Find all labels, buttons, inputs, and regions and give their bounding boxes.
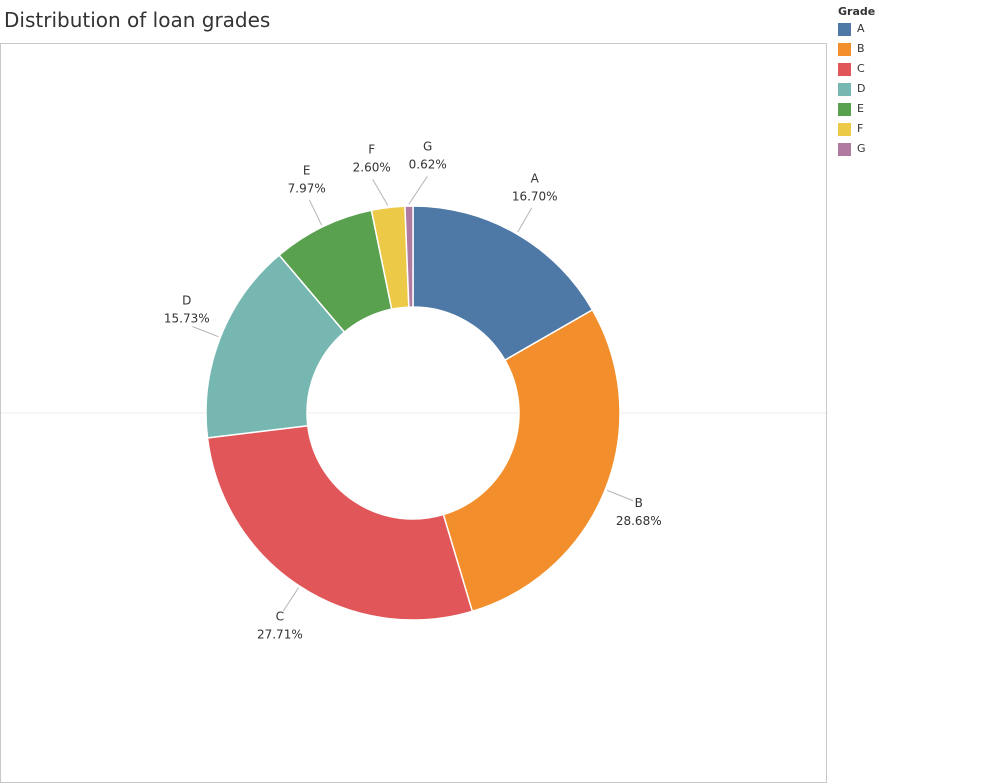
leader-line-g (408, 176, 428, 205)
slice-value-c: 27.71% (257, 627, 303, 641)
leader-line-c (282, 587, 299, 612)
slice-label-b: B (635, 496, 643, 510)
legend-swatch (838, 102, 851, 116)
leader-line-e (308, 199, 323, 226)
slice-value-g: 0.62% (409, 157, 447, 171)
legend-item-d[interactable]: D (838, 79, 978, 99)
legend-title: Grade (838, 5, 876, 18)
legend-label: C (857, 62, 865, 75)
legend-item-c[interactable]: C (838, 59, 978, 79)
legend-label: F (857, 122, 864, 135)
slice-b[interactable] (442, 308, 621, 613)
legend-label: A (857, 22, 865, 35)
leader-lines-group (192, 176, 634, 612)
slice-label-a: A (531, 172, 540, 186)
slice-c[interactable] (206, 424, 474, 621)
donut-chart: A 16.70% B 28.68% C 27.71% D 15.73% E 7.97% F 2.60%… (1, 139, 826, 641)
leader-line-f (372, 179, 389, 206)
slice-label-e: E (303, 163, 311, 177)
slice-labels-group: A 16.70% B 28.68% C 27.71% D 15.73% E 7.97% F 2.60%… (164, 139, 662, 641)
legend-swatch (838, 122, 851, 136)
legend-label: G (857, 142, 866, 155)
legend-item-f[interactable]: F (838, 119, 978, 139)
leader-line-a (517, 207, 533, 233)
legend-label: D (857, 82, 866, 95)
slice-label-d: D (182, 293, 191, 307)
slices-group (205, 205, 621, 621)
legend-swatch (838, 142, 851, 156)
slice-g[interactable] (404, 205, 414, 308)
leader-line-b (606, 489, 634, 502)
slice-value-a: 16.70% (512, 190, 558, 204)
slice-value-d: 15.73% (164, 311, 210, 325)
legend-swatch (838, 82, 851, 96)
leader-line-d (192, 326, 219, 338)
slice-label-g: G (423, 139, 432, 153)
legend-item-a[interactable]: A (838, 19, 978, 39)
slice-value-e: 7.97% (288, 181, 326, 195)
legend-item-g[interactable]: G (838, 139, 978, 159)
legend-label: B (857, 42, 865, 55)
chart-title: Distribution of loan grades (4, 8, 271, 32)
legend-item-e[interactable]: E (838, 99, 978, 119)
slice-a[interactable] (412, 205, 594, 362)
legend-swatch (838, 42, 851, 56)
legend-swatch (838, 22, 851, 36)
legend-item-b[interactable]: B (838, 39, 978, 59)
legend-swatch (838, 62, 851, 76)
slice-value-f: 2.60% (353, 161, 391, 175)
slice-label-f: F (368, 143, 375, 157)
chart-area (0, 43, 827, 783)
legend-label: E (857, 102, 864, 115)
slice-d[interactable] (205, 254, 346, 439)
slice-value-b: 28.68% (616, 514, 662, 528)
slice-label-c: C (276, 609, 284, 623)
